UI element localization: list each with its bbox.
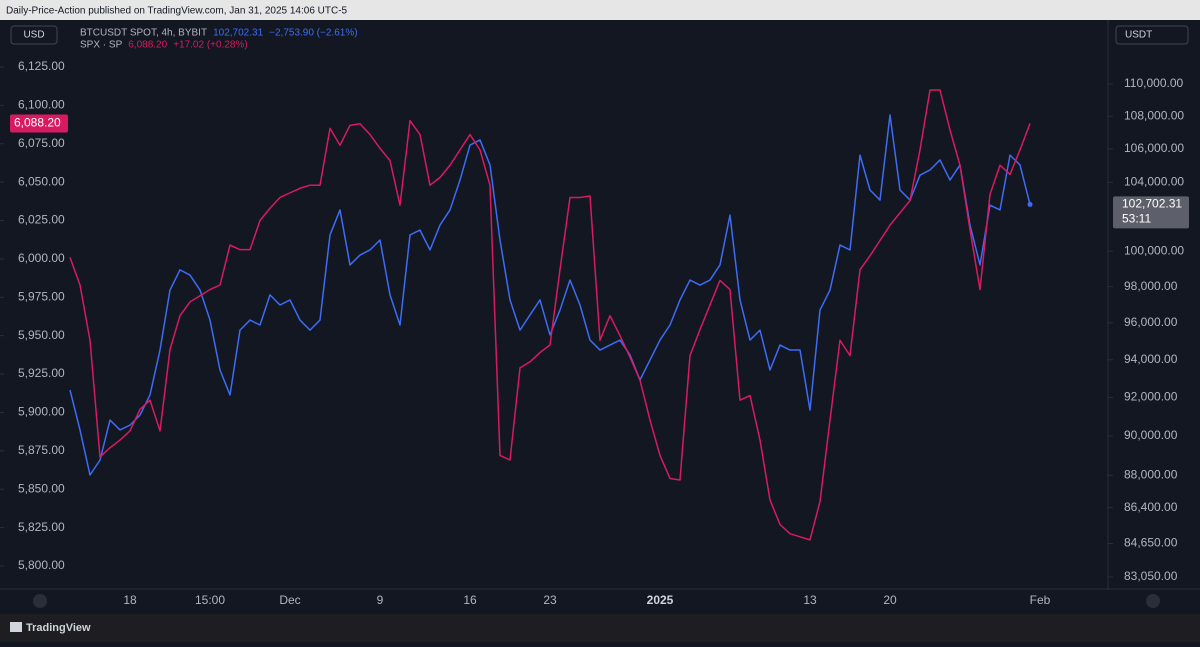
- x-tick-label: 23: [543, 593, 557, 607]
- legend-change: −2,753.90 (−2.61%): [269, 28, 357, 39]
- x-tick-label: 20: [883, 593, 897, 607]
- y2-tick-label: 90,000.00: [1124, 428, 1178, 442]
- header-bar: [0, 0, 1200, 20]
- y2-tick-label: 108,000.00: [1124, 108, 1184, 122]
- footer-bar: [0, 614, 1200, 642]
- y2-tick-label: 96,000.00: [1124, 315, 1178, 329]
- y2-tick-label: 98,000.00: [1124, 279, 1178, 293]
- x-tick-label: Dec: [279, 593, 300, 607]
- unit-button[interactable]: [1115, 25, 1189, 45]
- y-tick-label: 5,925.00: [18, 366, 65, 380]
- y2-tick-label: 86,400.00: [1124, 500, 1178, 514]
- y-tick-label: 5,900.00: [18, 405, 65, 419]
- price-tag-countdown: 53:11: [1122, 212, 1151, 226]
- legend-value: 6,088.20: [128, 40, 167, 51]
- y2-tick-label: 88,000.00: [1124, 468, 1178, 482]
- zoom-button[interactable]: [33, 594, 47, 608]
- footer-text: TradingView: [26, 622, 91, 634]
- unit-button[interactable]: [10, 25, 58, 45]
- last-point: [1027, 201, 1033, 207]
- price-tag: [1113, 196, 1189, 229]
- x-tick-label: 18: [123, 593, 137, 607]
- y-tick-label: 5,975.00: [18, 289, 65, 303]
- legend-change: +17.02 (+0.28%): [173, 40, 248, 51]
- unit-label[interactable]: USDT: [1125, 30, 1152, 41]
- y-tick-label: 6,075.00: [18, 136, 65, 150]
- auto-button[interactable]: [1146, 594, 1160, 608]
- logo: [10, 622, 22, 632]
- y2-tick-label: 104,000.00: [1124, 175, 1184, 189]
- y-tick-label: 5,950.00: [18, 328, 65, 342]
- y2-tick-label: 94,000.00: [1124, 352, 1178, 366]
- y2-tick-label: 110,000.00: [1124, 76, 1183, 90]
- y-tick-label: 6,125.00: [18, 59, 65, 73]
- y-tick-label: 5,800.00: [18, 558, 65, 572]
- y-tick-label: 6,025.00: [18, 213, 65, 227]
- y-tick-label: 6,100.00: [18, 98, 65, 112]
- y-tick-label: 5,825.00: [18, 520, 65, 534]
- x-tick-label: 2025: [647, 593, 674, 607]
- header-text: Daily-Price-Action published on TradingV…: [6, 6, 348, 17]
- legend-value: 102,702.31: [213, 28, 263, 39]
- y2-tick-label: 100,000.00: [1124, 243, 1184, 257]
- series-line: [69, 89, 1031, 541]
- price-tag: [10, 114, 68, 133]
- y-tick-label: 6,000.00: [18, 251, 65, 265]
- y-tick-label: 5,850.00: [18, 481, 65, 495]
- price-tag-value: 102,702.31: [1122, 197, 1182, 211]
- y2-tick-label: 106,000.00: [1124, 141, 1184, 155]
- x-tick-label: 13: [803, 593, 817, 607]
- legend-name: SPX · SP: [80, 40, 123, 51]
- x-tick-label: Feb: [1030, 593, 1051, 607]
- y2-tick-label: 83,050.00: [1124, 569, 1178, 583]
- x-tick-label: 9: [377, 593, 384, 607]
- x-tick-label: 16: [463, 593, 477, 607]
- legend-name: BTCUSDT SPOT, 4h, BYBIT: [80, 28, 207, 39]
- series-line: [69, 114, 1031, 476]
- y-tick-label: 6,050.00: [18, 174, 65, 188]
- y2-tick-label: 92,000.00: [1124, 390, 1178, 404]
- y-tick-label: 5,875.00: [18, 443, 65, 457]
- unit-label[interactable]: USD: [23, 30, 44, 41]
- y2-tick-label: 84,650.00: [1124, 536, 1178, 550]
- price-tag-value: 6,088.20: [14, 116, 61, 130]
- x-tick-label: 15:00: [195, 593, 225, 607]
